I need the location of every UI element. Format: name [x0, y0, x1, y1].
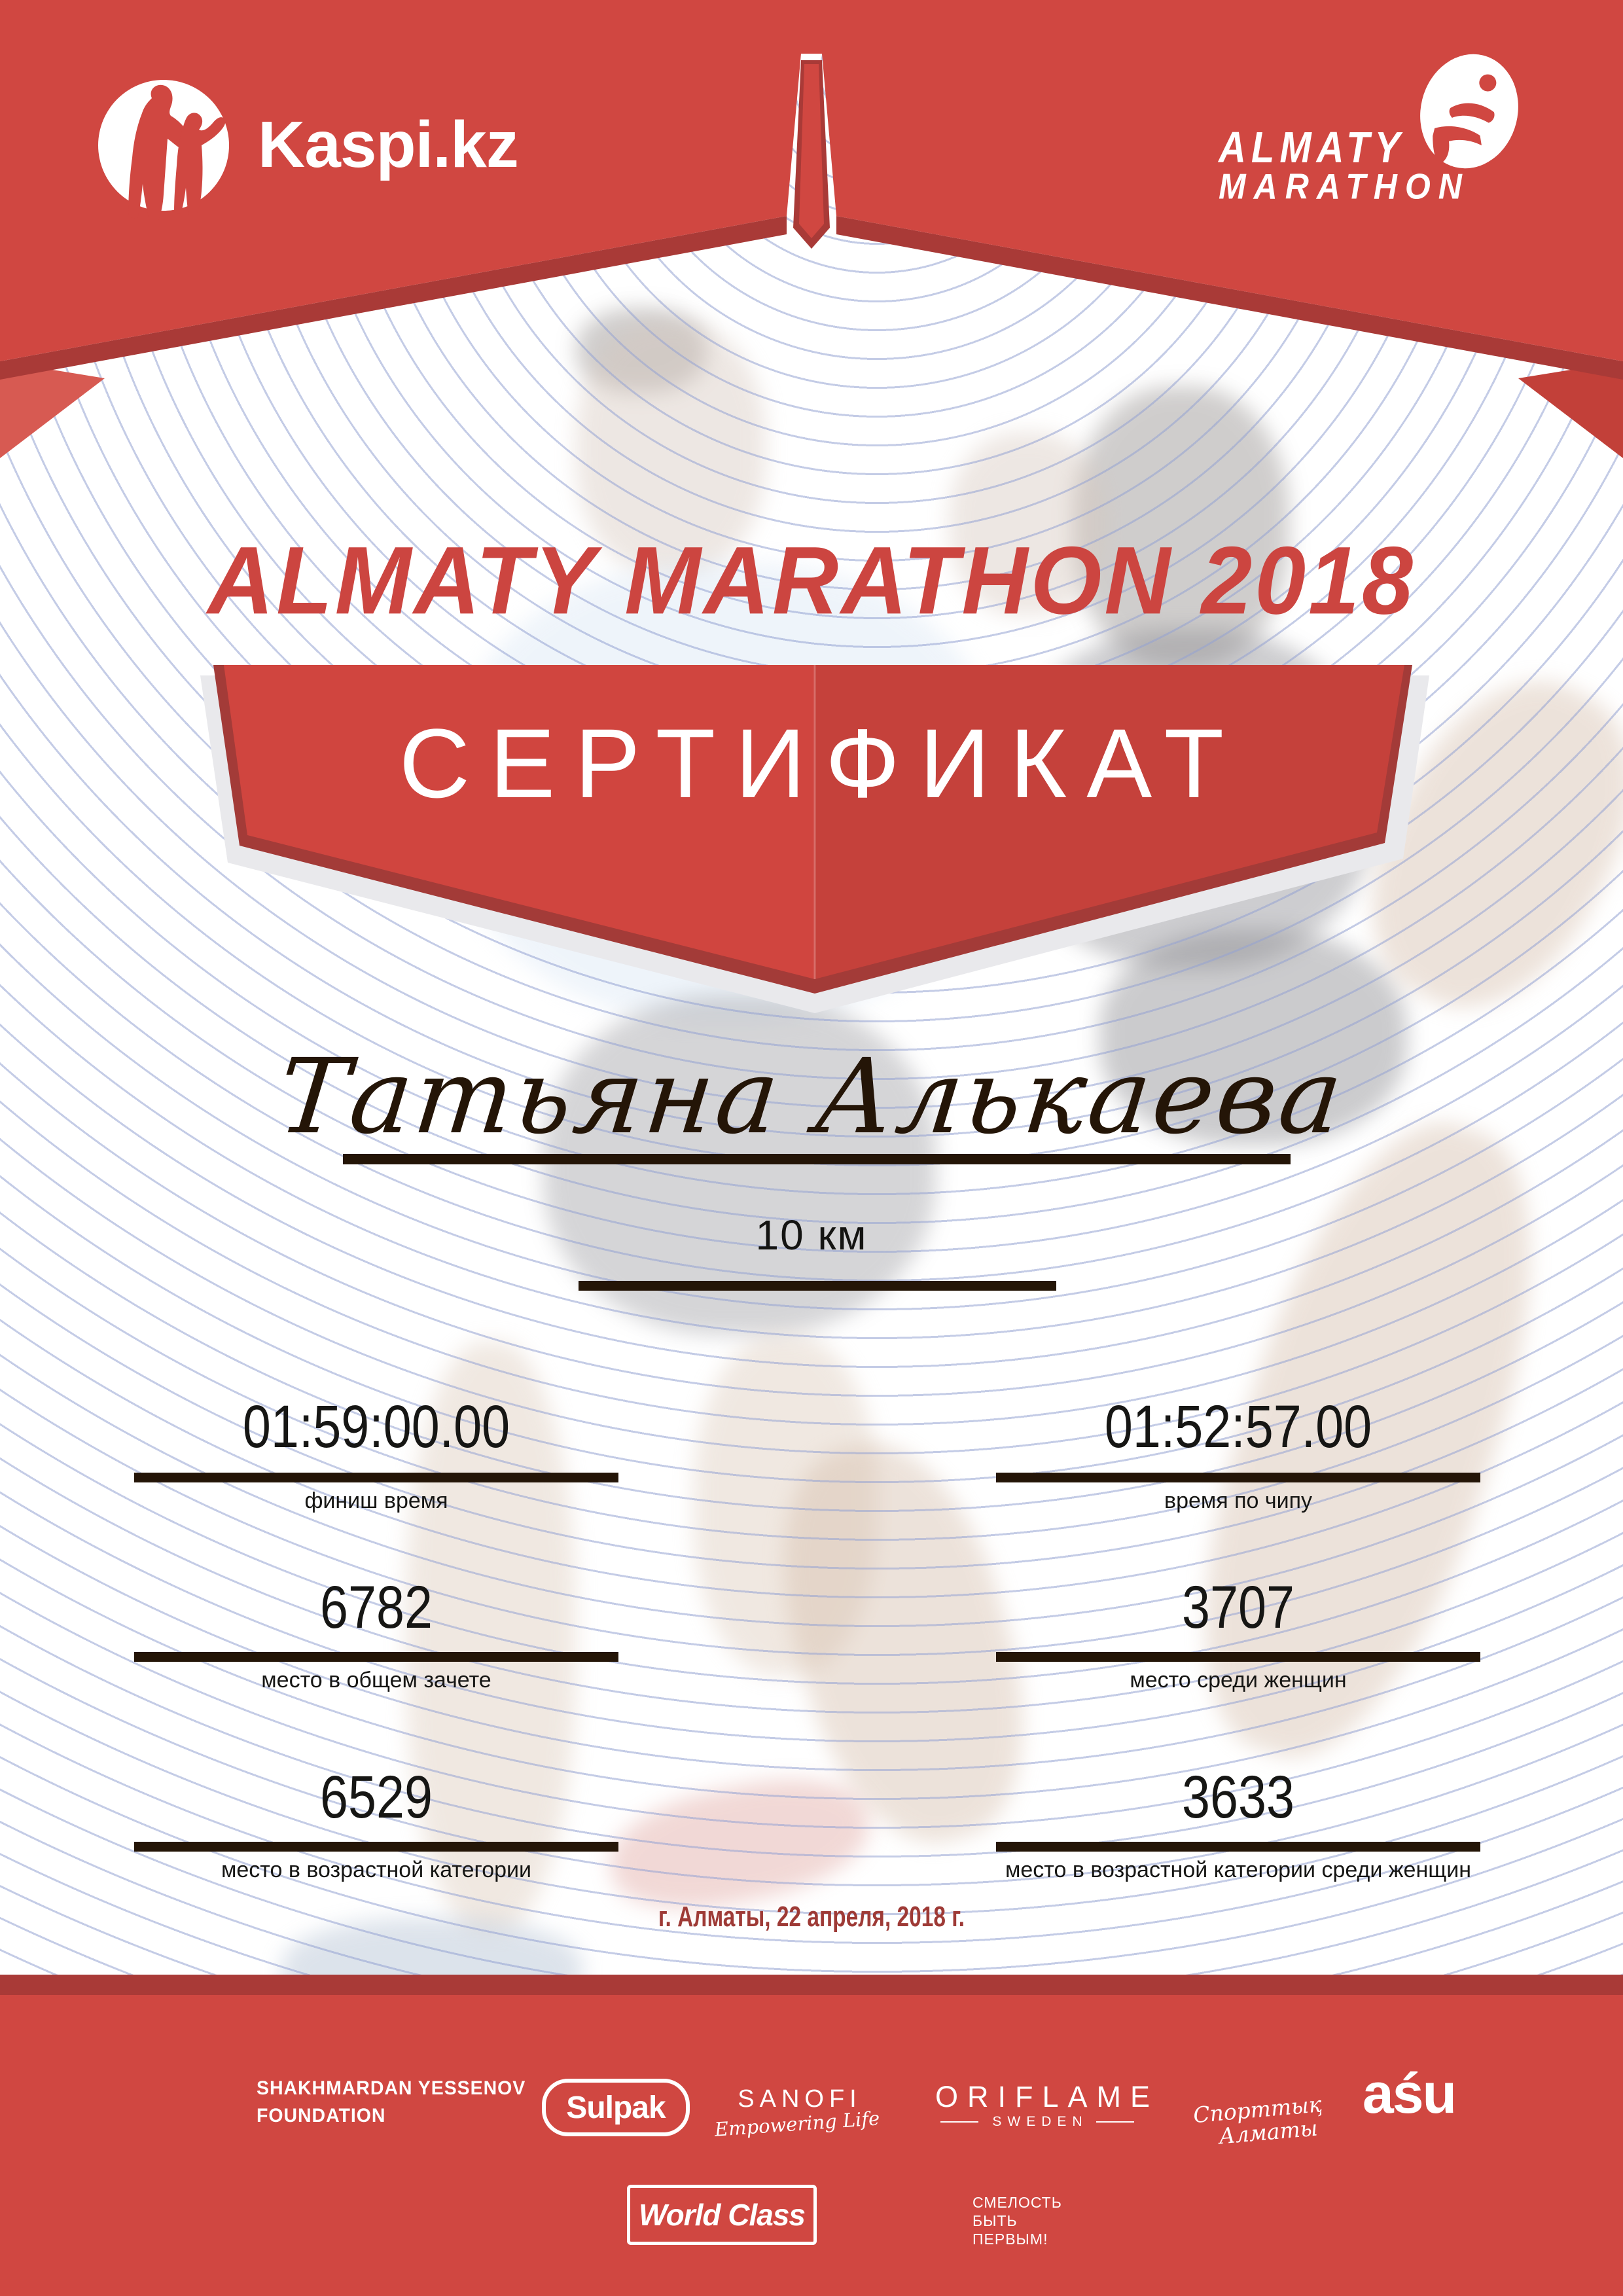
recipient-name: Татьяна Алькаева — [272, 1037, 1351, 1157]
event-title: ALMATY MARATHON 2018 — [207, 526, 1416, 634]
almaty-marathon-logo-icon — [1420, 54, 1518, 169]
sanofi-wordmark: SANOFI — [738, 2085, 862, 2113]
chip-time-label: время по чипу — [1164, 1488, 1312, 1513]
oriflame-sub: SWEDEN — [926, 2114, 1149, 2130]
oriflame-country: SWEDEN — [992, 2114, 1088, 2129]
yessenov-foundation-name: SHAKHMARDAN YESSENOV — [257, 2077, 526, 2099]
banner-fold-left — [0, 361, 105, 458]
overall-place-value: 6782 — [320, 1574, 433, 1641]
women-place-label: место среди женщин — [1130, 1668, 1347, 1693]
stat-rule — [134, 1652, 618, 1662]
kaspi-wordmark: Kaspi.kz — [258, 108, 519, 181]
sulpak-logo: Sulpak — [542, 2079, 690, 2136]
chip-time-value: 01:52:57.00 — [1104, 1393, 1372, 1460]
event-date-location: г. Алматы, 22 апреля, 2018 г. — [658, 1901, 965, 1933]
banner-spike — [799, 64, 824, 238]
asu-logo: aśu — [1362, 2062, 1457, 2125]
world-class-logo: World Class — [627, 2185, 817, 2245]
yessenov-foundation-sub: FOUNDATION — [257, 2105, 386, 2126]
banner-trim-left — [0, 216, 787, 380]
finish-time-label: финиш время — [304, 1488, 448, 1513]
plate-fold-dark-half — [815, 665, 1404, 979]
women-place-value: 3707 — [1182, 1574, 1294, 1641]
stat-rule — [134, 1473, 618, 1482]
age-place-label: место в возрастной категории — [221, 1857, 531, 1882]
certificate-plate — [200, 665, 1429, 1013]
oriflame-rule-left — [940, 2121, 979, 2123]
stat-rule — [996, 1842, 1480, 1852]
certificate-label: СЕРТИФИКАТ — [399, 708, 1244, 818]
banner-fold-right — [1518, 361, 1623, 458]
kaspi-logo-icon — [98, 80, 229, 221]
age-women-place-value: 3633 — [1182, 1764, 1294, 1831]
distance-value: 10 км — [755, 1211, 868, 1259]
distance-underline — [579, 1281, 1056, 1291]
oriflame-rule-right — [1096, 2121, 1134, 2123]
stat-rule — [996, 1652, 1480, 1662]
top-banner — [0, 0, 1623, 458]
finish-time-value: 01:59:00.00 — [242, 1393, 510, 1460]
oriflame-wordmark: ORIFLAME — [935, 2080, 1160, 2113]
almaty-logo-line1: ALMATY — [1219, 123, 1406, 172]
almaty-logo-line2: MARATHON — [1219, 166, 1470, 207]
sponsor-footer — [0, 1995, 1623, 2296]
age-place-value: 6529 — [320, 1764, 433, 1831]
name-underline — [343, 1154, 1291, 1164]
banner-main — [0, 0, 1623, 361]
stat-rule — [996, 1473, 1480, 1482]
fund-motto-line2: БЫТЬ — [972, 2212, 1018, 2229]
fund-motto-line3: ПЕРВЫМ! — [972, 2231, 1048, 2248]
overall-place-label: место в общем зачете — [261, 1668, 491, 1693]
plate-face — [224, 665, 1404, 979]
fund-motto-line1: СМЕЛОСТЬ — [972, 2194, 1062, 2211]
age-women-place-label: место в возрастной категории среди женщи… — [1005, 1857, 1471, 1882]
banner-trim-right — [836, 216, 1623, 380]
stat-rule — [134, 1842, 618, 1852]
footer-trim — [0, 1975, 1623, 1995]
